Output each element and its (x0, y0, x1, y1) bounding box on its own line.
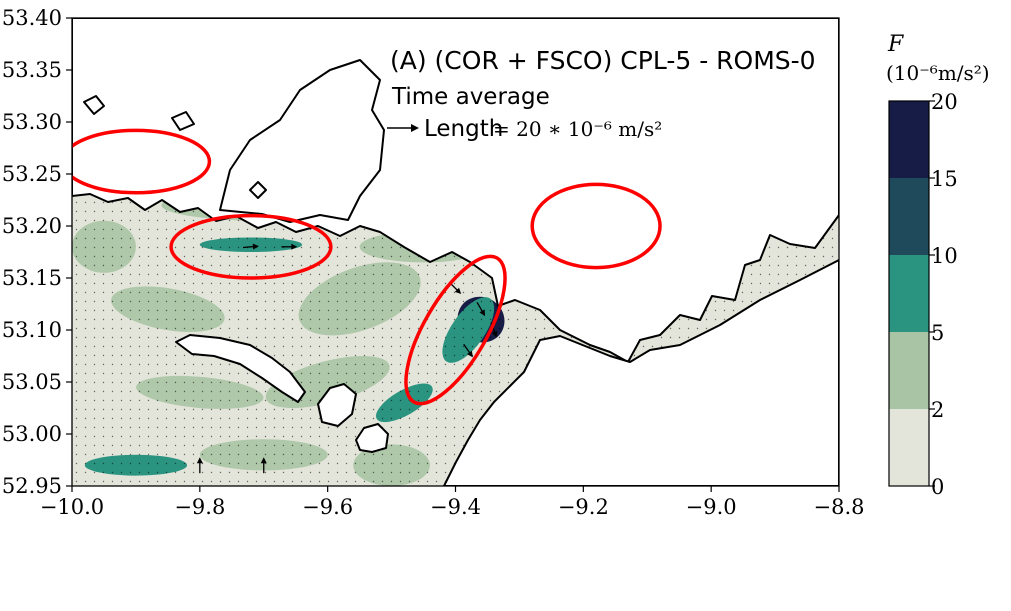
y-tick-label: 53.35 (2, 58, 62, 82)
north-coast-inlet (219, 59, 385, 223)
y-tick-label: 52.95 (2, 474, 62, 498)
colorbar-title: F (887, 32, 904, 57)
south-coast-land (443, 259, 839, 486)
island-small (355, 423, 389, 453)
x-tick-label: −9.6 (302, 495, 353, 519)
x-tick-label: −9.8 (174, 495, 225, 519)
land-layer (72, 18, 839, 486)
colorbar-segment (889, 101, 929, 178)
chart-subtitle: Time average (391, 84, 550, 110)
north-coast-land (72, 18, 839, 363)
y-tick-label: 53.05 (2, 370, 62, 394)
x-tick-label: −10.0 (40, 495, 104, 519)
x-tick-label: −9.2 (558, 495, 609, 519)
vector-arrow (463, 343, 473, 358)
colorbar-segment (889, 255, 929, 332)
x-tick-label: −9.4 (430, 495, 481, 519)
coast-island-1 (83, 95, 105, 115)
colorbar-segment (889, 409, 929, 486)
highlight-ellipse-2 (169, 213, 333, 280)
highlight-ellipse-3 (404, 254, 507, 406)
y-tick-label: 53.20 (2, 214, 62, 238)
y-tick-label: 53.15 (2, 266, 62, 290)
highlight-layer (72, 128, 662, 406)
vector-arrow (260, 457, 267, 474)
y-tick-label: 53.25 (2, 162, 62, 186)
island-large (175, 334, 306, 403)
vector-key-label: Length (424, 116, 503, 142)
y-axis: 52.95 53.00 53.05 53.10 53.15 53.20 53.25 53.30… (2, 6, 72, 498)
highlight-ellipse-4 (530, 182, 662, 270)
vector-arrow (476, 301, 486, 317)
chart-title: (A) (COR + FSCO) CPL-5 - ROMS-0 (390, 46, 816, 75)
colorbar-unit: (10⁻⁶m/s²) (886, 61, 990, 85)
vector-key-arrowhead (411, 124, 419, 132)
colorbar-tick-label: 2 (931, 398, 944, 422)
y-tick-label: 53.40 (2, 6, 62, 30)
colorbar: 0 2 5 10 15 20 (888, 90, 958, 499)
coast-island-2 (171, 111, 195, 131)
colorbar-segment (889, 332, 929, 409)
colorbar-tick-label: 20 (931, 90, 958, 114)
island-middle (317, 383, 357, 427)
vector-arrow (196, 457, 203, 474)
colorbar-frame (888, 100, 930, 487)
highlight-ellipse-1 (72, 128, 212, 195)
colorbar-tick-label: 0 (931, 475, 944, 499)
x-tick-label: −8.8 (814, 495, 865, 519)
colorbar-tick-label: 5 (931, 321, 944, 345)
vector-key: Length = 20 ∗ 10⁻⁶ m/s² (387, 116, 662, 142)
vector-key-value: = 20 ∗ 10⁻⁶ m/s² (493, 117, 662, 141)
y-tick-label: 53.30 (2, 110, 62, 134)
colorbar-segment (889, 178, 929, 255)
plot-area (72, 18, 839, 486)
vector-arrow (242, 243, 259, 250)
colorbar-tick-label: 15 (931, 167, 958, 191)
y-tick-label: 53.00 (2, 422, 62, 446)
vector-arrow (281, 243, 298, 250)
x-tick-label: −9.0 (686, 495, 737, 519)
coast-island-3 (249, 181, 267, 199)
x-axis: −10.0 −9.8 −9.6 −9.4 −9.2 −9.0 −8.8 (40, 486, 865, 519)
y-tick-label: 53.10 (2, 318, 62, 342)
colorbar-tick-label: 10 (931, 244, 958, 268)
